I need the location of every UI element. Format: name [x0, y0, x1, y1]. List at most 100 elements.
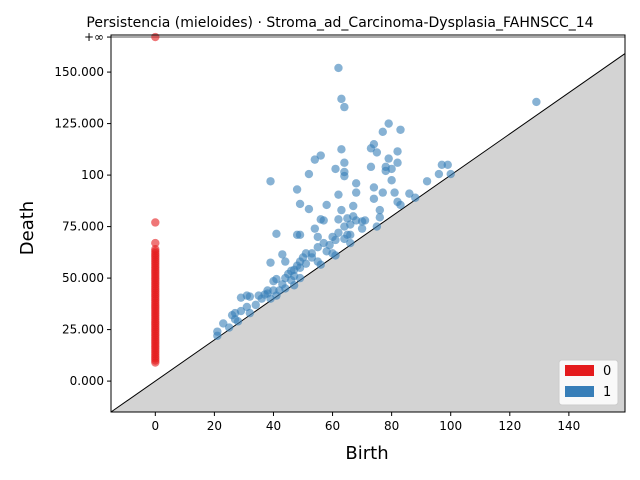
- data-point: [434, 169, 444, 179]
- data-point: [340, 171, 349, 181]
- x-tick-label: 20: [207, 419, 222, 433]
- series-1: [213, 63, 541, 340]
- data-point: [346, 238, 355, 248]
- data-point: [334, 228, 343, 237]
- data-point: [357, 224, 367, 233]
- data-point: [369, 194, 379, 203]
- y-tick-label: 50.000: [62, 271, 104, 285]
- data-point: [307, 253, 317, 262]
- data-point: [251, 300, 260, 310]
- data-point: [360, 216, 370, 225]
- data-point: [384, 154, 393, 163]
- data-point: [422, 177, 432, 186]
- data-point: [331, 164, 340, 174]
- legend-swatch-1: [565, 386, 594, 397]
- x-tick-label: 140: [557, 419, 580, 433]
- data-point: [151, 32, 160, 42]
- data-point: [278, 250, 287, 259]
- y-axis: 0.000 25.000 50.000 75.000 100 125.000 150.000…: [54, 30, 111, 388]
- data-point: [304, 204, 314, 214]
- data-point: [236, 306, 246, 316]
- data-point: [245, 292, 255, 301]
- y-tick-label: 125.000: [54, 117, 104, 131]
- data-point: [331, 235, 340, 245]
- data-point: [266, 258, 275, 267]
- x-tick-label: 80: [384, 419, 399, 433]
- data-point: [151, 358, 160, 367]
- data-point: [295, 273, 305, 283]
- data-point: [346, 220, 355, 229]
- infinity-tick-label: +∞: [84, 30, 104, 44]
- data-point: [337, 94, 346, 104]
- data-point: [233, 317, 243, 326]
- data-point: [390, 188, 399, 197]
- data-point: [337, 205, 346, 215]
- data-point: [443, 160, 452, 169]
- x-axis: 0 20 40 60 80 100 120 140: [151, 412, 580, 433]
- data-point: [316, 151, 325, 160]
- data-point: [295, 199, 305, 209]
- data-point: [281, 284, 290, 293]
- data-point: [325, 240, 334, 250]
- x-tick-label: 0: [151, 419, 159, 433]
- data-point: [295, 230, 305, 240]
- data-point: [151, 238, 160, 248]
- data-point: [316, 260, 325, 269]
- data-point: [281, 257, 290, 266]
- data-point: [301, 259, 311, 268]
- data-point: [334, 63, 343, 73]
- data-point: [372, 222, 382, 231]
- data-point: [289, 281, 299, 290]
- x-tick-label: 60: [325, 419, 340, 433]
- plot-area: [110, 32, 626, 413]
- y-axis-label: Death: [17, 201, 38, 255]
- data-point: [532, 97, 541, 107]
- data-point: [346, 230, 355, 240]
- data-point: [337, 145, 346, 154]
- y-tick-label: 25.000: [62, 323, 104, 337]
- data-point: [331, 251, 340, 260]
- data-point: [396, 200, 405, 210]
- series-0: [151, 32, 160, 367]
- data-point: [151, 218, 160, 227]
- data-point: [369, 139, 379, 149]
- diagonal-line: [110, 53, 626, 413]
- data-point: [340, 102, 349, 112]
- plot-frame: [110, 34, 626, 413]
- data-point: [304, 169, 314, 179]
- data-point: [340, 158, 349, 167]
- data-point: [378, 127, 387, 137]
- chart-title: Persistencia (mieloides) · Stroma_ad_Car…: [86, 15, 593, 31]
- data-point: [387, 164, 396, 174]
- data-point: [405, 189, 414, 198]
- data-point: [446, 169, 455, 179]
- data-point: [313, 232, 322, 242]
- data-point: [319, 216, 328, 225]
- data-point: [375, 205, 385, 215]
- data-point: [219, 319, 228, 328]
- data-point: [272, 229, 281, 239]
- y-tick-label: 100: [81, 168, 104, 182]
- data-point: [369, 183, 379, 192]
- x-axis-label: Birth: [345, 443, 388, 464]
- data-point: [245, 308, 255, 318]
- data-point: [387, 176, 396, 185]
- data-point: [334, 190, 343, 199]
- data-point: [437, 160, 447, 169]
- data-point: [393, 158, 402, 167]
- data-point: [366, 162, 376, 172]
- y-tick-label: 75.000: [62, 220, 104, 234]
- data-point: [334, 215, 343, 224]
- data-point: [384, 119, 393, 128]
- data-point: [272, 274, 281, 284]
- legend-label-1: 1: [603, 385, 611, 400]
- data-point: [310, 155, 320, 164]
- y-tick-label: 150.000: [54, 65, 104, 79]
- data-point: [266, 177, 275, 186]
- x-tick-label: 40: [266, 419, 281, 433]
- data-point: [372, 148, 382, 157]
- data-point: [378, 188, 387, 197]
- data-point: [301, 249, 311, 258]
- data-point: [263, 286, 272, 295]
- data-point: [351, 188, 361, 197]
